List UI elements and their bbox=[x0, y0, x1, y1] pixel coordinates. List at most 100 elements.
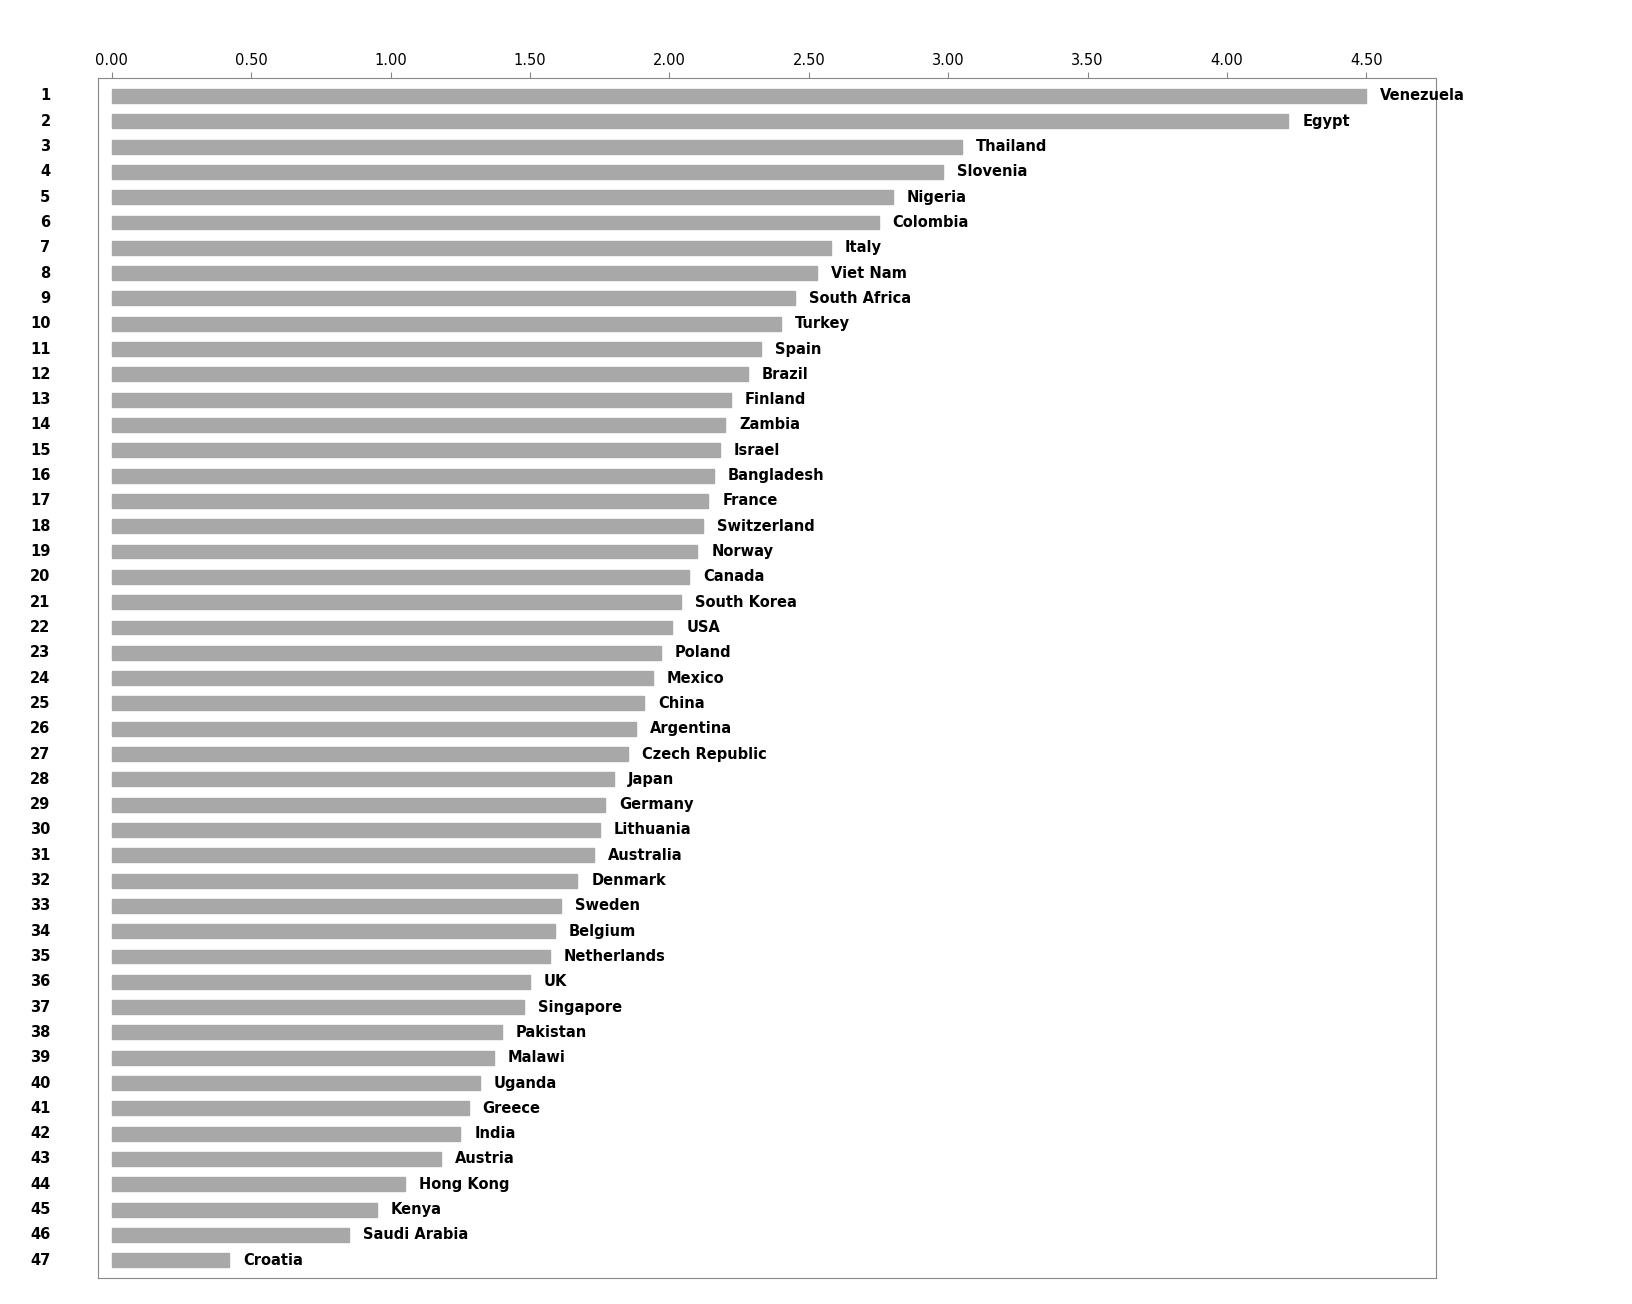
Bar bbox=[113, 1202, 377, 1217]
Bar bbox=[113, 925, 555, 938]
Text: 8: 8 bbox=[41, 266, 51, 280]
Bar bbox=[113, 241, 831, 254]
Text: 17: 17 bbox=[29, 493, 51, 509]
Text: 31: 31 bbox=[29, 848, 51, 863]
Text: 14: 14 bbox=[29, 417, 51, 433]
Bar bbox=[113, 747, 628, 762]
Text: Kenya: Kenya bbox=[390, 1202, 442, 1217]
Text: China: China bbox=[658, 696, 705, 711]
Text: Mexico: Mexico bbox=[667, 670, 725, 686]
Bar bbox=[113, 164, 943, 179]
Text: 4: 4 bbox=[41, 164, 51, 180]
Text: 10: 10 bbox=[29, 317, 51, 331]
Text: Thailand: Thailand bbox=[976, 140, 1048, 154]
Text: 39: 39 bbox=[31, 1050, 51, 1065]
Text: Croatia: Croatia bbox=[243, 1253, 304, 1267]
Bar bbox=[113, 266, 818, 280]
Bar bbox=[113, 115, 1288, 128]
Bar bbox=[113, 1000, 524, 1015]
Bar bbox=[113, 645, 661, 660]
Text: Brazil: Brazil bbox=[762, 366, 808, 382]
Bar bbox=[113, 443, 720, 458]
Text: 2: 2 bbox=[41, 113, 51, 129]
Bar bbox=[113, 721, 636, 735]
Bar bbox=[113, 1025, 503, 1039]
Text: Finland: Finland bbox=[744, 393, 806, 407]
Text: Nigeria: Nigeria bbox=[906, 189, 966, 205]
Bar bbox=[113, 595, 681, 609]
Text: 3: 3 bbox=[41, 140, 51, 154]
Bar bbox=[113, 494, 708, 507]
Text: Viet Nam: Viet Nam bbox=[831, 266, 907, 280]
Text: 38: 38 bbox=[29, 1025, 51, 1039]
Text: Lithuania: Lithuania bbox=[614, 823, 692, 837]
Text: 1: 1 bbox=[41, 89, 51, 103]
Bar bbox=[113, 1051, 494, 1064]
Text: Pakistan: Pakistan bbox=[516, 1025, 588, 1039]
Text: Japan: Japan bbox=[628, 772, 674, 786]
Text: Norway: Norway bbox=[712, 544, 774, 559]
Bar bbox=[113, 89, 1366, 103]
Text: 24: 24 bbox=[31, 670, 51, 686]
Bar bbox=[113, 342, 762, 356]
Text: 13: 13 bbox=[29, 393, 51, 407]
Text: India: India bbox=[475, 1127, 516, 1141]
Text: 44: 44 bbox=[31, 1176, 51, 1192]
Text: Uganda: Uganda bbox=[494, 1076, 557, 1090]
Text: Colombia: Colombia bbox=[893, 215, 969, 230]
Text: 5: 5 bbox=[41, 189, 51, 205]
Bar bbox=[113, 1127, 460, 1141]
Bar bbox=[113, 672, 653, 685]
Bar bbox=[113, 1228, 349, 1241]
Text: Saudi Arabia: Saudi Arabia bbox=[362, 1227, 468, 1243]
Text: 30: 30 bbox=[29, 823, 51, 837]
Text: 35: 35 bbox=[29, 949, 51, 964]
Text: Czech Republic: Czech Republic bbox=[641, 746, 767, 762]
Text: 27: 27 bbox=[31, 746, 51, 762]
Text: Hong Kong: Hong Kong bbox=[418, 1176, 509, 1192]
Text: 42: 42 bbox=[31, 1127, 51, 1141]
Text: Argentina: Argentina bbox=[650, 721, 733, 737]
Bar bbox=[113, 570, 689, 584]
Text: Austria: Austria bbox=[455, 1151, 514, 1167]
Text: Singapore: Singapore bbox=[539, 1000, 622, 1015]
Bar bbox=[113, 292, 795, 305]
Text: Spain: Spain bbox=[775, 342, 823, 356]
Text: UK: UK bbox=[543, 974, 568, 990]
Text: Israel: Israel bbox=[734, 443, 780, 458]
Bar bbox=[113, 1253, 228, 1267]
Bar bbox=[113, 823, 601, 837]
Text: 22: 22 bbox=[31, 619, 51, 635]
Bar bbox=[113, 317, 782, 331]
Text: USA: USA bbox=[685, 619, 720, 635]
Text: Sweden: Sweden bbox=[574, 898, 640, 913]
Bar bbox=[113, 190, 893, 205]
Text: Poland: Poland bbox=[676, 645, 731, 660]
Text: Canada: Canada bbox=[703, 570, 764, 584]
Text: 36: 36 bbox=[31, 974, 51, 990]
Text: 25: 25 bbox=[29, 696, 51, 711]
Bar bbox=[113, 1178, 405, 1192]
Text: 46: 46 bbox=[31, 1227, 51, 1243]
Text: 47: 47 bbox=[31, 1253, 51, 1267]
Bar bbox=[113, 975, 530, 988]
Bar bbox=[113, 849, 594, 862]
Bar bbox=[113, 140, 963, 154]
Text: 6: 6 bbox=[41, 215, 51, 230]
Text: 19: 19 bbox=[29, 544, 51, 559]
Bar bbox=[113, 519, 703, 533]
Bar bbox=[113, 696, 645, 711]
Bar bbox=[113, 419, 725, 432]
Text: 21: 21 bbox=[29, 595, 51, 610]
Text: 41: 41 bbox=[29, 1101, 51, 1116]
Text: Greece: Greece bbox=[483, 1101, 540, 1116]
Text: 26: 26 bbox=[31, 721, 51, 737]
Text: Germany: Germany bbox=[619, 797, 694, 812]
Text: 16: 16 bbox=[29, 468, 51, 482]
Bar bbox=[113, 1151, 441, 1166]
Text: 37: 37 bbox=[31, 1000, 51, 1015]
Bar bbox=[113, 798, 605, 811]
Bar bbox=[113, 468, 715, 482]
Bar bbox=[113, 772, 614, 786]
Text: 33: 33 bbox=[31, 898, 51, 913]
